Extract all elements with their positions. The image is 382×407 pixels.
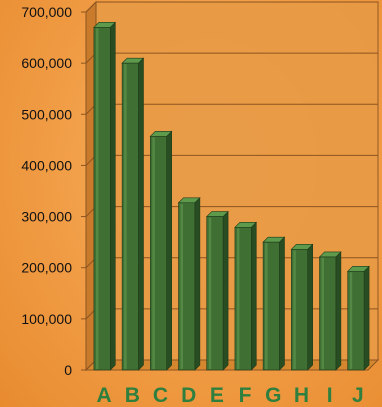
- bar-front: [121, 62, 139, 371]
- y-tick-label: 500,000: [21, 106, 72, 122]
- bar-highlight: [293, 250, 296, 369]
- bar-side: [222, 210, 229, 371]
- bar-side: [279, 236, 285, 371]
- y-axis: 0 100,000 200,000 300,000 400,000 500,000 600,…: [21, 4, 87, 378]
- bar-front: [178, 202, 196, 371]
- bar-highlight: [349, 272, 353, 369]
- bar-front: [150, 135, 167, 371]
- bar-highlight: [321, 257, 325, 369]
- y-tick-label: 300,000: [21, 209, 72, 225]
- bar-side: [138, 57, 144, 371]
- bar: [234, 221, 258, 371]
- bar-highlight: [265, 243, 268, 369]
- x-tick-label: G: [265, 384, 281, 407]
- bar-highlight: [236, 228, 240, 369]
- bar-front: [262, 241, 280, 371]
- x-tick-label: F: [239, 384, 252, 407]
- bar: [177, 197, 201, 371]
- bar-front: [206, 216, 224, 371]
- bar-side: [109, 21, 116, 371]
- bar-highlight: [95, 28, 99, 369]
- bar-front: [291, 249, 308, 371]
- x-tick-label: E: [210, 384, 224, 407]
- bar-front: [319, 256, 337, 371]
- bar-side: [363, 265, 370, 371]
- x-tick-label: A: [97, 384, 112, 407]
- x-tick-label: I: [327, 384, 333, 407]
- gridline: [85, 1, 378, 13]
- y-tick-label: 600,000: [21, 55, 72, 71]
- bar: [149, 130, 173, 371]
- bar: [205, 210, 229, 371]
- x-tick-label: B: [125, 384, 140, 407]
- bar-highlight: [208, 217, 212, 369]
- bar-side: [307, 243, 313, 371]
- x-tick-label: D: [181, 384, 196, 407]
- y-tick-label: 700,000: [21, 4, 72, 20]
- y-tick-label: 200,000: [21, 260, 72, 276]
- bar: [318, 251, 342, 371]
- bar-side: [166, 130, 172, 371]
- bar: [262, 236, 286, 371]
- bar-side: [194, 197, 201, 371]
- bar: [93, 21, 117, 371]
- bar-front: [93, 27, 111, 371]
- bar-side: [250, 221, 257, 371]
- bar-highlight: [124, 64, 127, 370]
- bar-front: [234, 227, 252, 371]
- bar: [121, 57, 145, 371]
- y-tick-label: 400,000: [21, 157, 72, 173]
- bar-highlight: [180, 203, 184, 369]
- bar: [290, 243, 314, 371]
- x-tick-label: C: [153, 384, 168, 407]
- y-tick-label: 0: [64, 362, 72, 378]
- bars: [93, 21, 370, 371]
- x-tick-label: H: [294, 384, 309, 407]
- x-tick-label: J: [352, 384, 364, 407]
- bar-front: [347, 270, 365, 371]
- bar: [346, 265, 370, 371]
- bar-side: [335, 251, 342, 371]
- bar-highlight: [152, 137, 155, 369]
- y-tick-label: 100,000: [21, 311, 72, 327]
